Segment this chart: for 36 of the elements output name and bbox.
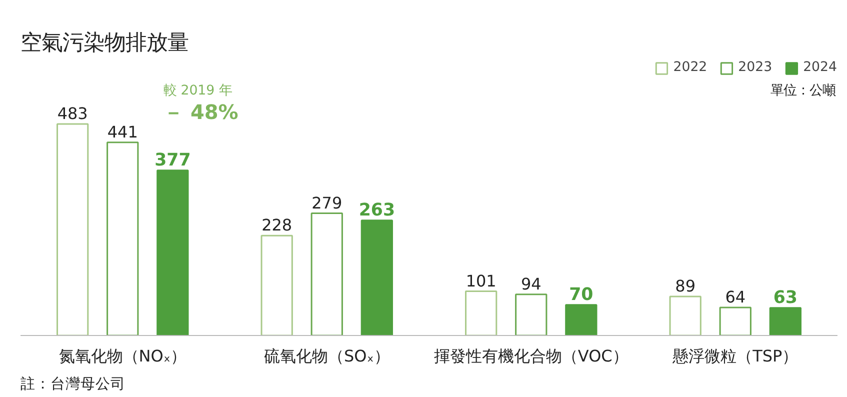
bar [310,212,343,336]
data-label: 70 [569,284,594,305]
data-label: 263 [358,200,396,220]
data-label: 228 [262,216,292,235]
bar [56,123,89,336]
bar [360,220,393,336]
legend-label: 2023 [738,60,772,75]
x-tick-label: 揮發性有機化合物（VOC） [434,346,628,366]
legend-label: 2024 [803,60,837,75]
annotation: － 48% [163,100,238,124]
bar [106,142,139,336]
bar [156,170,189,336]
data-label: 89 [675,276,696,296]
bar [769,307,802,336]
bar [465,290,498,336]
bar [719,306,752,336]
bar [260,234,293,336]
chart-title: 空氣污染物排放量 [20,30,188,56]
text: 較 2019 年 [163,84,232,99]
data-label: 441 [107,122,138,142]
data-label: 94 [520,274,542,294]
bar [669,296,702,336]
data-label: 279 [312,193,342,212]
data-label: 101 [466,271,496,290]
x-tick-label: 懸浮微粒（TSP） [672,346,798,366]
text: 註：台灣母公司 [20,376,126,392]
data-label: 63 [773,288,798,308]
x-tick-label: 氮氧化物（NOₓ） [58,346,186,366]
text: 單位：公噸 [770,84,836,98]
bar [565,304,598,336]
data-label: 377 [154,150,191,170]
legend-label: 2022 [673,60,708,75]
x-tick-label: 硫氧化物（SOₓ） [264,346,390,366]
data-label: 483 [57,104,88,123]
data-label: 64 [725,287,746,306]
bar [515,294,548,336]
